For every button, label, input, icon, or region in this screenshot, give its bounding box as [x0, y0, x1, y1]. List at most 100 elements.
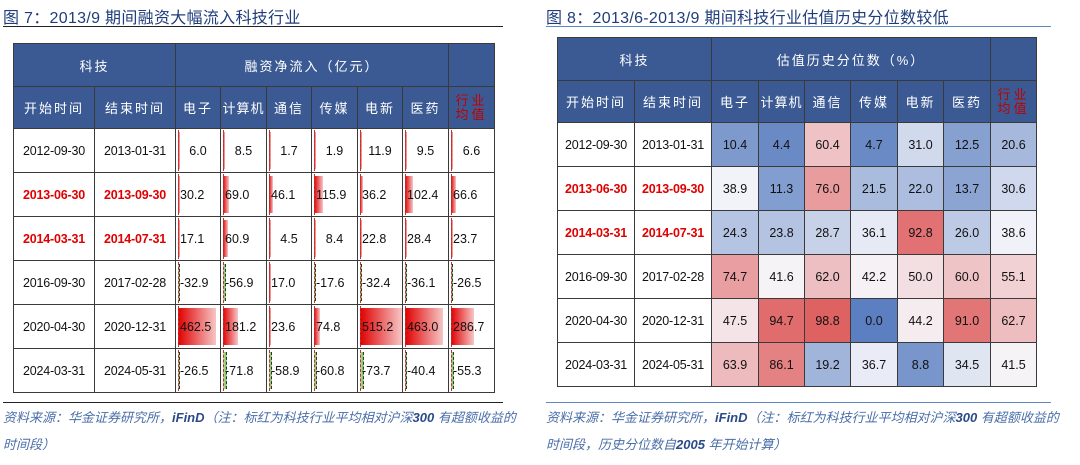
col-media: 传媒 [311, 86, 358, 129]
col-power-equipment: 电新 [357, 86, 403, 129]
bar-axis [269, 218, 270, 259]
col-pharma: 医药 [402, 86, 449, 129]
bar-axis [360, 174, 361, 215]
value-cell: 28.4 [402, 216, 449, 261]
figure-7-source: 资料来源：华金证券研究所，iFinD（注：标红为科技行业平均相对沪深300 有超… [3, 404, 523, 458]
col-computer: 计算机 [758, 80, 805, 123]
value-cell: 38.9 [711, 166, 759, 211]
source-divider [3, 402, 503, 403]
col-industry-average: 行业 均值 [448, 86, 495, 129]
value-cell: 17.0 [266, 260, 312, 305]
cell-value: 115.9 [316, 187, 347, 202]
bar-axis [269, 174, 270, 215]
value-cell: 94.7 [758, 298, 805, 343]
source-index-num: 300 [412, 410, 435, 425]
end-date-cell: 2014-07-31 [634, 210, 712, 255]
value-cell: 11.9 [357, 128, 403, 173]
cell-value: 9.5 [416, 143, 435, 158]
group-header-tech: 科技 [13, 43, 176, 87]
bar-axis [178, 174, 179, 215]
positive-data-bar [269, 132, 271, 169]
end-date-cell: 2013-01-31 [94, 128, 176, 173]
figure-8-source: 资料来源：华金证券研究所，iFinD（注：标红为科技行业平均相对沪深300 有超… [546, 404, 1066, 458]
source-label: 资料来源：华金证券研究所， [3, 410, 173, 425]
col-telecom: 通信 [266, 86, 312, 129]
col-industry-average: 行业 均值 [990, 80, 1037, 123]
start-date-cell: 2016-09-30 [557, 254, 635, 299]
bar-axis [360, 262, 361, 303]
positive-data-bar [223, 176, 229, 213]
end-date-cell: 2013-01-31 [634, 122, 712, 167]
cell-value: 102.4 [407, 187, 439, 202]
positive-data-bar [178, 308, 216, 345]
value-cell: 86.1 [758, 342, 805, 387]
value-cell: -32.9 [175, 260, 221, 305]
positive-data-bar [314, 132, 316, 169]
financing-inflow-table: 科技 融资净流入（亿元） 开始时间 结束时间 电子 计算机 通信 传媒 电新 医… [13, 43, 495, 393]
cell-value: 1.7 [280, 143, 298, 158]
negative-data-bar [269, 352, 273, 389]
cell-value: 1.9 [325, 143, 344, 158]
table-row: 2016-09-30 2017-02-28 74.7 41.6 62.0 42.2 50.0… [557, 254, 1037, 299]
value-cell: 74.8 [311, 304, 358, 349]
figure-title-date: 2013/9 [49, 10, 101, 27]
avg-line1: 行业 [455, 92, 488, 108]
value-cell: -58.9 [266, 348, 312, 393]
bar-axis [451, 130, 452, 171]
value-cell: 24.3 [711, 210, 759, 255]
bar-axis [269, 130, 270, 171]
positive-data-bar [360, 220, 362, 257]
group-header-valuation: 估值历史分位数（%） [711, 37, 991, 81]
start-date-cell: 2024-03-31 [13, 348, 95, 393]
cell-value: -36.1 [407, 275, 436, 290]
value-cell: -73.7 [357, 348, 403, 393]
value-cell: -71.8 [220, 348, 267, 393]
bar-axis [451, 350, 452, 391]
table-row: 2024-03-31 2024-05-31 -26.5 -71.8 -58.9 -60.8… [13, 348, 495, 393]
end-date-cell: 2017-02-28 [634, 254, 712, 299]
average-value-cell: 38.6 [990, 210, 1037, 255]
bar-axis [269, 262, 270, 303]
end-date-cell: 2013-09-30 [634, 166, 712, 211]
bar-axis [451, 262, 452, 303]
value-cell: 19.2 [804, 342, 851, 387]
end-date-cell: 2014-07-31 [94, 216, 176, 261]
avg-line2: 均值 [997, 100, 1030, 116]
value-cell: 0.0 [850, 298, 898, 343]
value-cell: 50.0 [897, 254, 944, 299]
positive-data-bar [269, 264, 271, 301]
bar-axis [223, 174, 224, 215]
title-divider [546, 26, 1051, 27]
bar-axis [360, 306, 361, 347]
bar-axis [269, 306, 270, 347]
bar-axis [360, 130, 361, 171]
cell-value: 17.0 [271, 275, 296, 290]
value-cell: 42.2 [850, 254, 898, 299]
cell-value: -40.4 [407, 363, 436, 378]
value-cell: 4.7 [850, 122, 898, 167]
figure-label: 图 8： [546, 10, 593, 27]
cell-value: 66.6 [453, 187, 478, 202]
cell-value: 23.6 [271, 319, 296, 334]
col-start-date: 开始时间 [557, 80, 635, 123]
average-value-cell: -26.5 [448, 260, 495, 305]
bar-axis [405, 130, 406, 171]
positive-data-bar [223, 220, 228, 257]
cell-value: 462.5 [180, 319, 212, 334]
group-header-financing: 融资净流入（亿元） [175, 43, 449, 87]
bar-axis [178, 350, 179, 391]
average-value-cell: -55.3 [448, 348, 495, 393]
positive-data-bar [451, 308, 475, 345]
figure-title-text: 期间科技行业估值历史分位数较低 [699, 10, 949, 27]
value-cell: -60.8 [311, 348, 358, 393]
cell-value: -56.9 [225, 275, 254, 290]
value-cell: 11.3 [758, 166, 805, 211]
figure-title-text: 期间融资大幅流入科技行业 [100, 10, 301, 27]
value-cell: 23.8 [758, 210, 805, 255]
cell-value: 286.7 [453, 319, 485, 334]
value-cell: 69.0 [220, 172, 267, 217]
bar-axis [314, 218, 315, 259]
cell-value: -73.7 [362, 363, 391, 378]
bar-axis [269, 350, 270, 391]
bar-axis [223, 262, 224, 303]
